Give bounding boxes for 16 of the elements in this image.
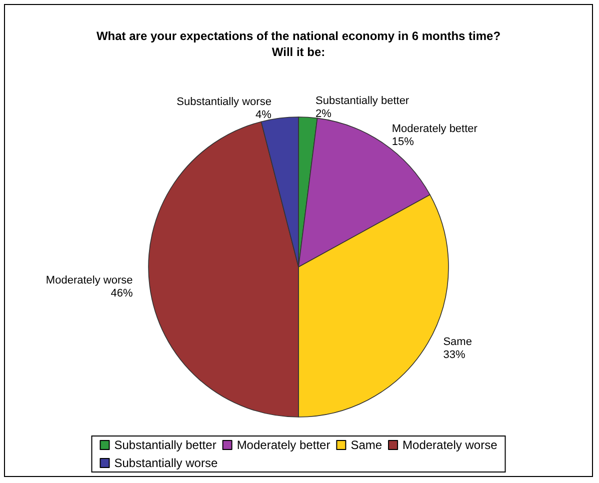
data-label: 4% bbox=[256, 108, 272, 121]
slice-label: Moderately worse bbox=[46, 274, 133, 287]
slice-label: Moderately better bbox=[392, 122, 478, 135]
chart-title: What are your expectations of the national economy in 6 months time? Will it be: bbox=[96, 29, 501, 59]
legend-label: Moderately worse bbox=[402, 438, 498, 452]
legend-label: Same bbox=[350, 438, 382, 452]
data-label: 46% bbox=[110, 288, 133, 300]
slice-label: Substantially worse bbox=[176, 96, 272, 108]
legend-label: Substantially better bbox=[114, 438, 216, 452]
data-label: 15% bbox=[392, 136, 414, 148]
data-label: 2% bbox=[316, 108, 332, 120]
legend-label: Moderately better bbox=[236, 438, 330, 452]
slice-label: Same bbox=[443, 336, 472, 348]
legend-label: Substantially worse bbox=[114, 456, 218, 470]
slice-label: Substantially better bbox=[316, 94, 410, 107]
data-label: 33% bbox=[443, 348, 466, 361]
